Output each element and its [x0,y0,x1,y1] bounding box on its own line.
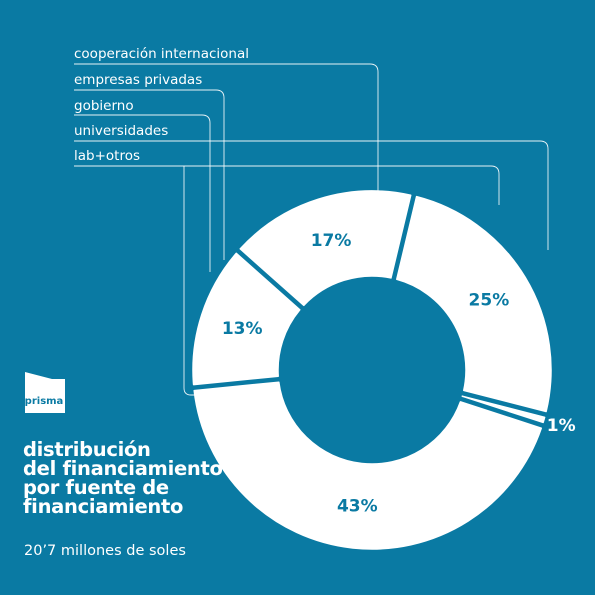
donut-segment-empresas-privadas [396,195,552,413]
segment-label-gobierno: 17% [311,231,352,251]
leader-line-universidades-drop [183,166,200,396]
segment-label-empresas-privadas: 25% [469,291,510,311]
donut-segment-lab-otros [461,395,546,424]
segment-label-lab-otros: 1% [547,416,576,436]
segment-labels: 43% 13% 17% 25% 1% [222,231,576,517]
title-line: distribución [23,438,151,461]
segment-label-cooperacion-internacional: 43% [337,497,378,517]
donut-segment-cooperacion-internacional [193,381,543,550]
prisma-logo: prisma [25,372,65,413]
leader-lines [74,63,549,396]
title-line: por fuente de [23,476,169,499]
legend-label-empresas-privadas: empresas privadas [74,72,203,88]
legend-label-universidades: universidades [74,123,169,139]
leader-line-universidades [74,140,549,250]
donut-segment-universidades [192,252,301,386]
chart-subtitle: 20’7 millones de soles [24,543,186,559]
prisma-logo-text: prisma [25,396,64,407]
leader-line-empresas-privadas [74,89,225,260]
legend-label-lab-otros: lab+otros [74,148,141,164]
title-line: financiamiento [23,495,184,518]
leader-line-cooperacion-internacional [74,63,379,205]
chart-title: distribución del financiamiento por fuen… [23,438,223,518]
segment-label-universidades: 13% [222,319,263,339]
leader-line-gobierno [74,114,211,272]
title-line: del financiamiento [23,457,223,480]
donut-segments [192,190,552,550]
donut-segment-gobierno [239,190,412,307]
leader-line-lab-otros [74,165,500,205]
legend-label-gobierno: gobierno [74,98,134,114]
legend-label-cooperacion-internacional: cooperación internacional [74,46,249,62]
